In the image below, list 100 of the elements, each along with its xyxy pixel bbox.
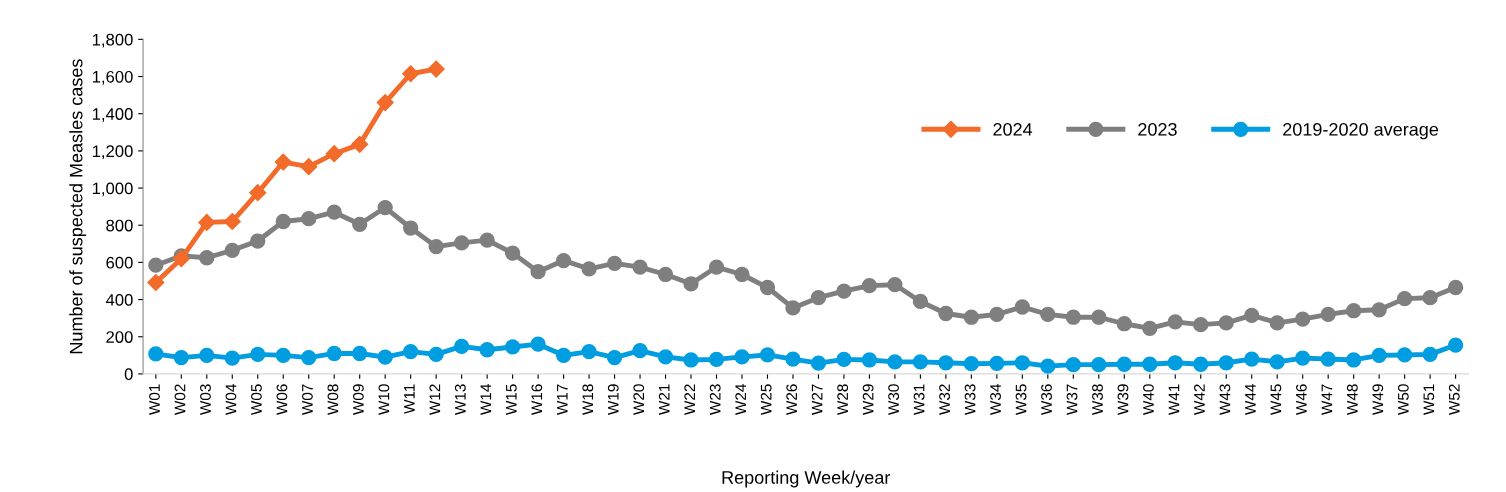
- point: [1167, 314, 1183, 330]
- legend-label: 2023: [1138, 123, 1177, 136]
- x-tick-label: W42: [1194, 384, 1205, 415]
- point: [1116, 316, 1132, 332]
- x-tick-label: W28: [837, 384, 849, 415]
- point: [301, 211, 317, 227]
- point: [1422, 346, 1438, 363]
- point: [938, 355, 954, 371]
- x-tick-label: W25: [760, 384, 772, 415]
- point: [454, 338, 470, 355]
- y-tick-label: 1,000: [92, 182, 133, 197]
- point: [912, 293, 929, 310]
- point: [250, 346, 266, 363]
- point: [1396, 347, 1413, 363]
- point: [989, 355, 1005, 371]
- point: [376, 94, 394, 112]
- point: [1320, 351, 1336, 367]
- point: [1346, 303, 1362, 319]
- point: [555, 252, 572, 269]
- point: [1371, 302, 1387, 318]
- x-tick-label: W20: [633, 384, 645, 415]
- point: [1167, 355, 1183, 371]
- point: [1295, 350, 1311, 366]
- point: [785, 300, 801, 316]
- point: [632, 259, 648, 275]
- point: [198, 213, 216, 231]
- point: [861, 277, 878, 294]
- point: [224, 242, 240, 258]
- x-tick-label: W07: [302, 384, 313, 415]
- x-tick-label: W52: [1448, 384, 1460, 415]
- x-tick-label: W51: [1423, 384, 1435, 415]
- x-tick-label: W09: [352, 384, 364, 415]
- x-tick-label: W08: [327, 384, 339, 415]
- point: [428, 238, 444, 255]
- x-tick-label: W50: [1397, 384, 1409, 415]
- point: [1346, 352, 1362, 368]
- x-tick-label: W15: [506, 384, 517, 415]
- legend-label: 2024: [993, 123, 1033, 136]
- x-tick-label: W39: [1117, 384, 1129, 415]
- y-tick-label: 600: [106, 256, 133, 269]
- y-tick-label: 1,800: [92, 33, 133, 48]
- point: [606, 255, 623, 271]
- x-tick-label: W49: [1372, 384, 1384, 415]
- point: [325, 145, 343, 163]
- x-tick-label: W13: [454, 384, 466, 415]
- point: [403, 220, 419, 236]
- point: [173, 349, 189, 366]
- x-tick-label: W46: [1295, 384, 1307, 415]
- point: [352, 216, 368, 232]
- point: [530, 336, 546, 352]
- y-axis-title: Number of suspected Measles cases: [69, 59, 87, 354]
- point: [1396, 291, 1413, 307]
- x-tick-label: W12: [429, 384, 441, 415]
- point: [989, 306, 1005, 323]
- x-tick-label: W02: [174, 384, 186, 415]
- point: [1244, 351, 1260, 367]
- point: [963, 309, 980, 325]
- x-tick-label: W31: [913, 384, 925, 415]
- x-tick-label: W38: [1092, 384, 1103, 415]
- x-tick-label: W16: [531, 384, 543, 415]
- x-tick-label: W14: [480, 384, 492, 415]
- x-tick-label: W21: [658, 384, 670, 415]
- point: [785, 351, 801, 367]
- x-tick-label: W19: [607, 384, 619, 415]
- x-tick-label: W45: [1270, 384, 1282, 415]
- point: [274, 153, 292, 171]
- point: [1447, 337, 1464, 353]
- y-tick-label: 0: [124, 368, 133, 381]
- point: [683, 352, 699, 368]
- point: [1091, 309, 1107, 325]
- y-tick-label: 200: [106, 331, 133, 343]
- point: [479, 342, 495, 358]
- x-tick-label: W17: [557, 384, 568, 415]
- point: [581, 343, 597, 360]
- point: [1193, 356, 1209, 372]
- x-tick-label: W10: [378, 384, 390, 415]
- point: [861, 352, 878, 368]
- point: [1371, 347, 1387, 363]
- point: [352, 345, 368, 362]
- x-tick-label: W11: [404, 384, 415, 414]
- point: [1218, 315, 1234, 331]
- x-tick-label: W23: [709, 384, 721, 415]
- point: [581, 261, 597, 277]
- x-tick-label: W29: [862, 384, 874, 415]
- point: [887, 354, 903, 370]
- point: [479, 232, 495, 248]
- point: [963, 356, 980, 372]
- point: [887, 277, 903, 293]
- x-tick-label: W04: [225, 384, 237, 415]
- point: [530, 264, 546, 280]
- point: [1014, 355, 1030, 371]
- point: [759, 279, 776, 296]
- point: [454, 235, 470, 251]
- point: [657, 349, 674, 365]
- point: [223, 212, 241, 231]
- x-tick-label: W34: [990, 384, 1001, 415]
- y-tick-label: 1,400: [92, 108, 133, 122]
- y-tick-label: 1,200: [92, 145, 133, 160]
- point: [199, 250, 215, 266]
- point: [1116, 356, 1132, 372]
